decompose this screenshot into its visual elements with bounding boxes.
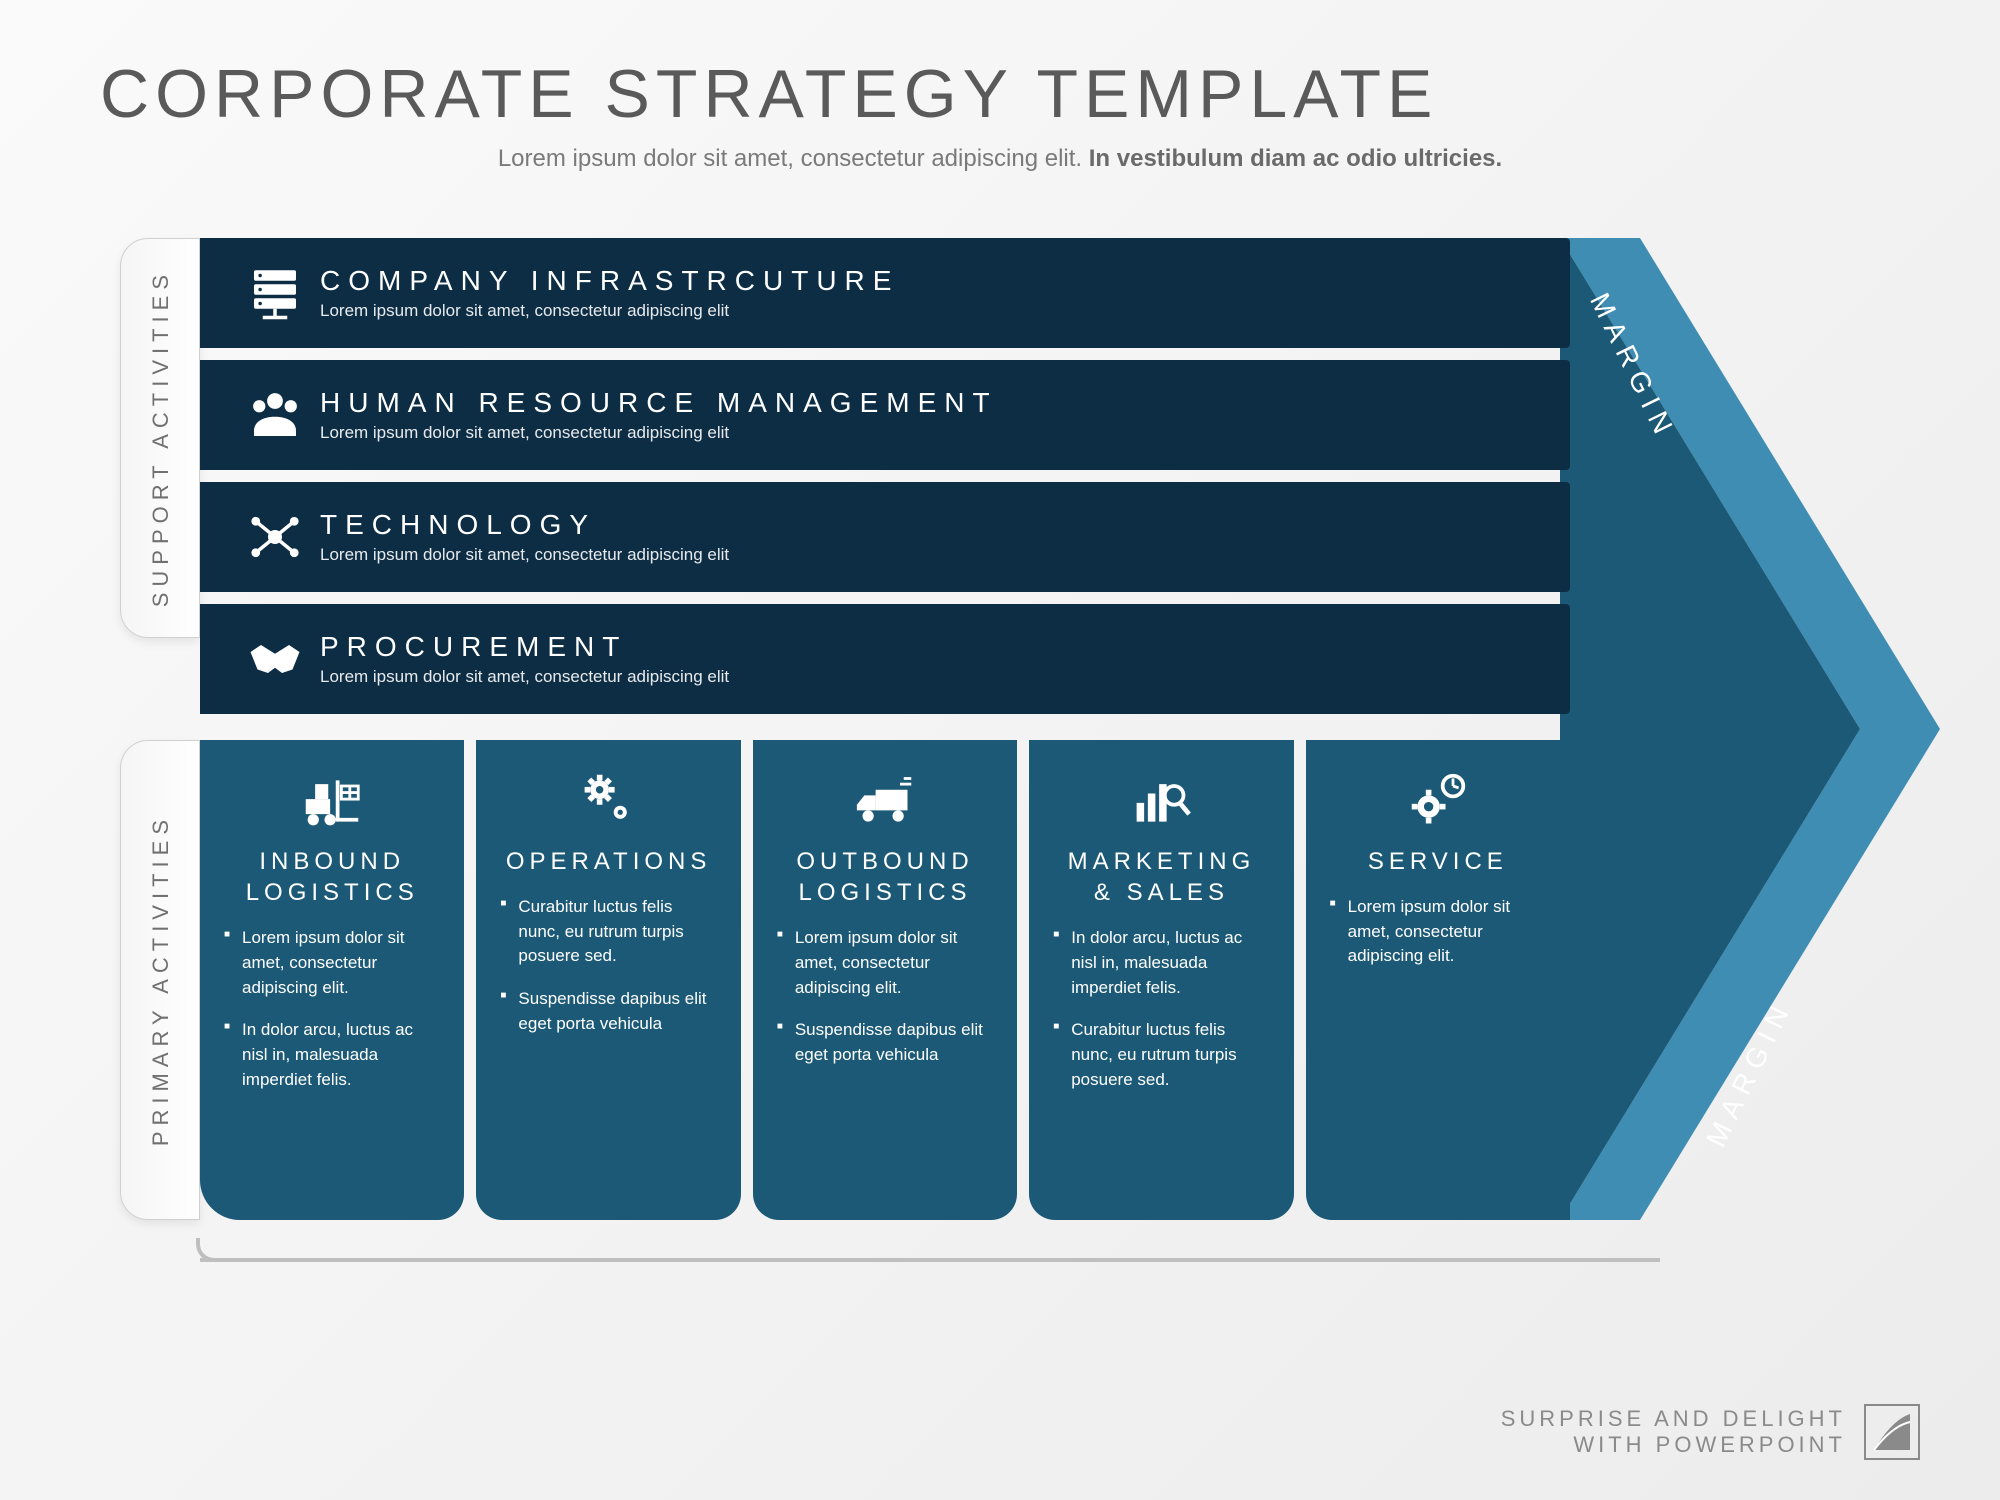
- support-row-desc: Lorem ipsum dolor sit amet, consectetur …: [320, 423, 1570, 443]
- primary-bullet: Suspendisse dapibus elit eget porta vehi…: [500, 987, 716, 1036]
- primary-activities-tab: PRIMARY ACTIVITIES: [120, 740, 200, 1220]
- primary-bullet: In dolor arcu, luctus ac nisl in, malesu…: [224, 1018, 440, 1092]
- primary-col: SERVICE Lorem ipsum dolor sit amet, conse…: [1306, 740, 1570, 1220]
- primary-col-list: Curabitur luctus felis nunc, eu rutrum t…: [500, 895, 716, 1054]
- support-row: HUMAN RESOURCE MANAGEMENT Lorem ipsum dol…: [200, 360, 1570, 470]
- primary-col-title: SERVICE: [1330, 846, 1546, 877]
- primary-col-title: INBOUND LOGISTICS: [224, 846, 440, 908]
- primary-col-list: Lorem ipsum dolor sit amet, consectetur …: [777, 926, 993, 1085]
- handshake-icon: [230, 631, 320, 687]
- primary-col-title: OPERATIONS: [500, 846, 716, 877]
- support-row-desc: Lorem ipsum dolor sit amet, consectetur …: [320, 667, 1570, 687]
- primary-bullet: Lorem ipsum dolor sit amet, consectetur …: [1330, 895, 1546, 969]
- truck-icon: [777, 766, 993, 836]
- support-tab-label: SUPPORT ACTIVITIES: [144, 269, 177, 607]
- chart-search-icon: [1053, 766, 1269, 836]
- primary-bullet: Suspendisse dapibus elit eget porta vehi…: [777, 1018, 993, 1067]
- support-row: TECHNOLOGY Lorem ipsum dolor sit amet, co…: [200, 482, 1570, 592]
- gears-icon: [500, 766, 716, 836]
- page-title: CORPORATE STRATEGY TEMPLATE: [100, 55, 1438, 133]
- page-subtitle: Lorem ipsum dolor sit amet, consectetur …: [0, 145, 2000, 173]
- support-row-title: TECHNOLOGY: [320, 509, 1570, 541]
- primary-col: INBOUND LOGISTICS Lorem ipsum dolor sit a…: [200, 740, 464, 1220]
- support-row-title: PROCUREMENT: [320, 631, 1570, 663]
- primary-col-list: In dolor arcu, luctus ac nisl in, malesu…: [1053, 926, 1269, 1110]
- support-row-title: COMPANY INFRASTRCUTURE: [320, 265, 1570, 297]
- footer: SURPRISE AND DELIGHT WITH POWERPOINT: [1501, 1404, 1920, 1460]
- support-row: COMPANY INFRASTRCUTURE Lorem ipsum dolor …: [200, 238, 1570, 348]
- subtitle-plain: Lorem ipsum dolor sit amet, consectetur …: [498, 145, 1089, 172]
- service-icon: [1330, 766, 1546, 836]
- footer-line-1: SURPRISE AND DELIGHT: [1501, 1406, 1846, 1432]
- support-row: PROCUREMENT Lorem ipsum dolor sit amet, c…: [200, 604, 1570, 714]
- subtitle-bold: In vestibulum diam ac odio ultricies.: [1089, 145, 1502, 172]
- primary-bullet: Lorem ipsum dolor sit amet, consectetur …: [224, 926, 440, 1000]
- support-activities: COMPANY INFRASTRCUTURE Lorem ipsum dolor …: [200, 238, 1570, 714]
- people-icon: [230, 387, 320, 443]
- network-icon: [230, 509, 320, 565]
- primary-col-title: MARKETING & SALES: [1053, 846, 1269, 908]
- support-row-title: HUMAN RESOURCE MANAGEMENT: [320, 387, 1570, 419]
- primary-bullet: In dolor arcu, luctus ac nisl in, malesu…: [1053, 926, 1269, 1000]
- support-activities-tab: SUPPORT ACTIVITIES: [120, 238, 200, 638]
- primary-bullet: Lorem ipsum dolor sit amet, consectetur …: [777, 926, 993, 1000]
- primary-col-list: Lorem ipsum dolor sit amet, consectetur …: [224, 926, 440, 1110]
- support-row-desc: Lorem ipsum dolor sit amet, consectetur …: [320, 545, 1570, 565]
- primary-col-title: OUTBOUND LOGISTICS: [777, 846, 993, 908]
- primary-bullet: Curabitur luctus felis nunc, eu rutrum t…: [1053, 1018, 1269, 1092]
- baseline-rule: [200, 1258, 1660, 1262]
- footer-line-2: WITH POWERPOINT: [1501, 1432, 1846, 1458]
- primary-col: MARKETING & SALES In dolor arcu, luctus a…: [1029, 740, 1293, 1220]
- primary-tab-label: PRIMARY ACTIVITIES: [144, 814, 177, 1146]
- footer-logo-icon: [1864, 1404, 1920, 1460]
- primary-col: OUTBOUND LOGISTICS Lorem ipsum dolor sit …: [753, 740, 1017, 1220]
- primary-col-list: Lorem ipsum dolor sit amet, consectetur …: [1330, 895, 1546, 987]
- support-row-desc: Lorem ipsum dolor sit amet, consectetur …: [320, 301, 1570, 321]
- primary-bullet: Curabitur luctus felis nunc, eu rutrum t…: [500, 895, 716, 969]
- primary-activities: INBOUND LOGISTICS Lorem ipsum dolor sit a…: [200, 740, 1570, 1220]
- server-icon: [230, 265, 320, 321]
- primary-col: OPERATIONS Curabitur luctus felis nunc, e…: [476, 740, 740, 1220]
- forklift-icon: [224, 766, 440, 836]
